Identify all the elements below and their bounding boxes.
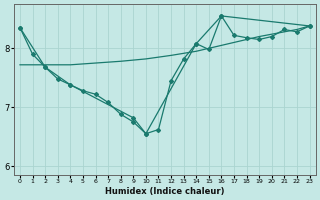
X-axis label: Humidex (Indice chaleur): Humidex (Indice chaleur) — [105, 187, 225, 196]
